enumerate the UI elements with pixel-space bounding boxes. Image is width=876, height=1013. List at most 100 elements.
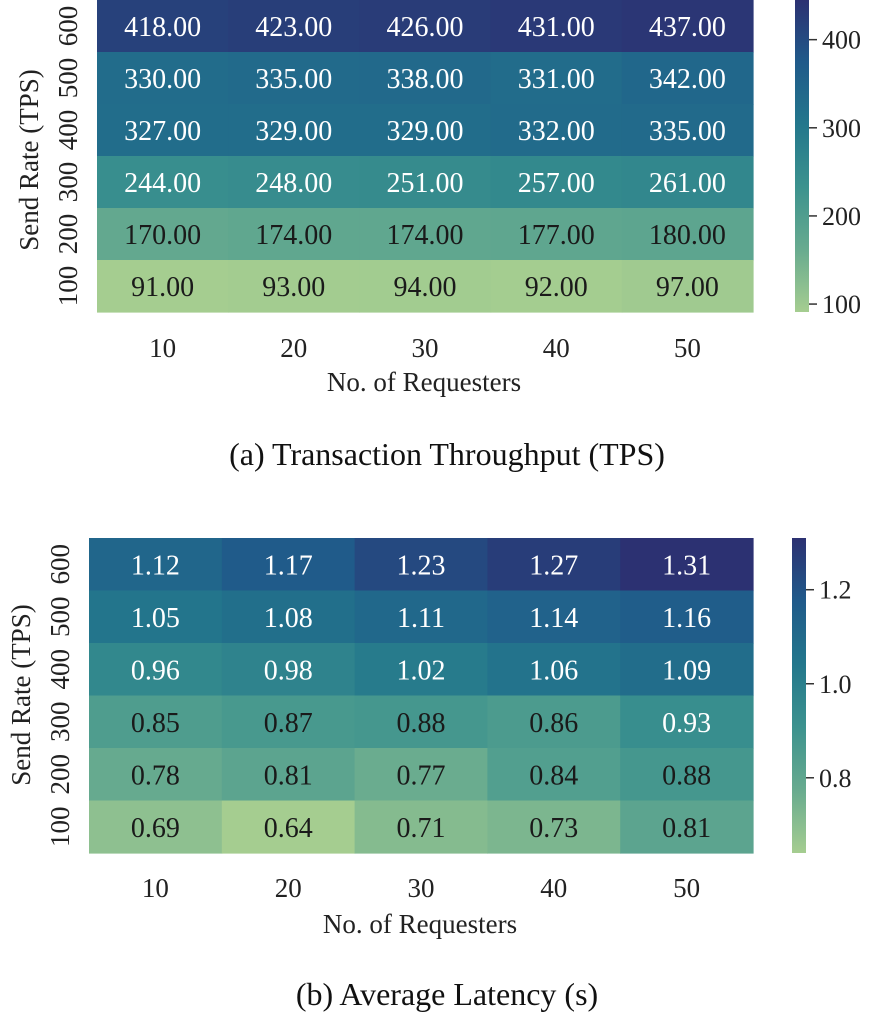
cell-value-label: 174.00 [387, 220, 464, 251]
cell-value-label: 0.81 [264, 760, 313, 791]
x-axis-ticks: 10 20 30 40 50 [142, 873, 700, 903]
colorbar-ticks: 0.8 1.0 1.2 [806, 576, 852, 793]
cell-value-label: 261.00 [649, 168, 726, 199]
cell-value-label: 329.00 [387, 116, 464, 147]
heatmap-cell [359, 156, 492, 209]
heatmap-cell [359, 0, 492, 53]
heatmap-cell [221, 800, 356, 854]
y-tick-label: 500 [53, 58, 83, 99]
cell-value-label: 1.12 [131, 550, 180, 581]
x-tick-label: 50 [673, 873, 700, 903]
x-tick-label: 30 [408, 873, 435, 903]
cell-value-label: 1.11 [397, 603, 445, 634]
colorbar-tick-label: 400 [822, 26, 861, 55]
heatmap-cell [621, 208, 754, 261]
cell-value-label: 0.64 [264, 813, 313, 844]
heatmap-panel-throughput: 418.00 423.00 426.00 431.00 437.00 330.00 335.… [14, 0, 861, 472]
cell-value-label: 91.00 [131, 272, 194, 303]
cell-value-label: 97.00 [656, 272, 719, 303]
y-axis-ticks: 600 500 400 300 200 100 [45, 544, 75, 847]
heatmap-cell [620, 590, 754, 644]
heatmap-cell [621, 104, 754, 157]
cell-value-label: 251.00 [387, 168, 464, 199]
cell-value-label: 1.31 [662, 550, 711, 581]
heatmap-cell [359, 208, 492, 261]
cell-value-label: 0.78 [131, 760, 180, 791]
cell-value-label: 174.00 [255, 220, 332, 251]
y-tick-label: 400 [53, 110, 83, 151]
colorbar-tick-label: 1.0 [819, 670, 852, 699]
heatmap-cell [490, 0, 623, 53]
x-tick-label: 10 [142, 873, 169, 903]
heatmap-cell [89, 590, 223, 644]
cell-value-label: 335.00 [255, 64, 332, 95]
heatmap-cell [97, 104, 229, 157]
heatmap-cell [89, 538, 223, 592]
heatmap-cell [89, 643, 223, 697]
cell-value-label: 327.00 [124, 116, 201, 147]
cell-value-label: 426.00 [387, 12, 464, 43]
heatmap-cell [97, 208, 229, 261]
heatmap-cell [97, 260, 229, 313]
colorbar [795, 0, 809, 312]
heatmap-cell [621, 0, 754, 53]
heatmap-cell [620, 800, 754, 854]
cell-value-label: 0.86 [529, 708, 578, 739]
colorbar-tick-label: 100 [822, 290, 861, 319]
cell-value-label: 1.08 [264, 603, 313, 634]
colorbar [792, 538, 806, 853]
heatmap-cell [221, 590, 356, 644]
cell-value-label: 1.09 [662, 655, 711, 686]
y-tick-label: 500 [45, 597, 75, 638]
x-axis-label: No. of Requesters [323, 909, 517, 939]
cell-value-label: 177.00 [518, 220, 595, 251]
cell-value-label: 431.00 [518, 12, 595, 43]
cell-value-label: 94.00 [394, 272, 457, 303]
x-tick-label: 20 [275, 873, 302, 903]
y-tick-label: 200 [53, 214, 83, 255]
heatmap-cell [490, 52, 623, 105]
heatmap-cell [354, 748, 488, 802]
heatmap-cell [228, 208, 360, 261]
cell-value-label: 0.73 [529, 813, 578, 844]
heatmap-cell [620, 695, 754, 749]
cell-value-label: 0.85 [131, 708, 180, 739]
cell-value-label: 1.06 [529, 655, 578, 686]
colorbar-tick-label: 200 [822, 202, 861, 231]
heatmap-cell [221, 643, 356, 697]
heatmap-cell [490, 104, 623, 157]
panel-title: (a) Transaction Throughput (TPS) [229, 436, 665, 472]
heatmap-cell [621, 260, 754, 313]
cell-value-label: 0.81 [662, 813, 711, 844]
cell-value-label: 244.00 [124, 168, 201, 199]
y-axis-ticks: 600 500 400 300 200 100 [53, 6, 83, 307]
cell-value-label: 335.00 [649, 116, 726, 147]
cell-value-label: 180.00 [649, 220, 726, 251]
cell-value-label: 0.87 [264, 708, 313, 739]
heatmap-cell [620, 643, 754, 697]
heatmap-cell [487, 590, 621, 644]
y-tick-label: 300 [45, 702, 75, 743]
cell-value-label: 248.00 [255, 168, 332, 199]
heatmap-cell [228, 156, 360, 209]
colorbar-tick-label: 0.8 [819, 764, 852, 793]
heatmap-cell [359, 52, 492, 105]
cell-value-label: 342.00 [649, 64, 726, 95]
heatmap-cell [490, 260, 623, 313]
heatmap-cell-labels: 1.12 1.17 1.23 1.27 1.31 1.05 1.08 1.11 1.14 1.16… [131, 550, 711, 844]
x-axis-label: No. of Requesters [327, 367, 521, 397]
cell-value-label: 0.96 [131, 655, 180, 686]
y-tick-label: 600 [53, 6, 83, 47]
heatmap-cell [221, 538, 356, 592]
heatmap-cell [354, 538, 488, 592]
cell-value-label: 257.00 [518, 168, 595, 199]
cell-value-label: 0.93 [662, 708, 711, 739]
cell-value-label: 330.00 [124, 64, 201, 95]
x-tick-label: 30 [412, 333, 439, 363]
colorbar-tick-label: 1.2 [819, 576, 852, 605]
cell-value-label: 93.00 [262, 272, 325, 303]
cell-value-label: 1.05 [131, 603, 180, 634]
cell-value-label: 332.00 [518, 116, 595, 147]
heatmap-cell [490, 208, 623, 261]
heatmap-cell [359, 104, 492, 157]
